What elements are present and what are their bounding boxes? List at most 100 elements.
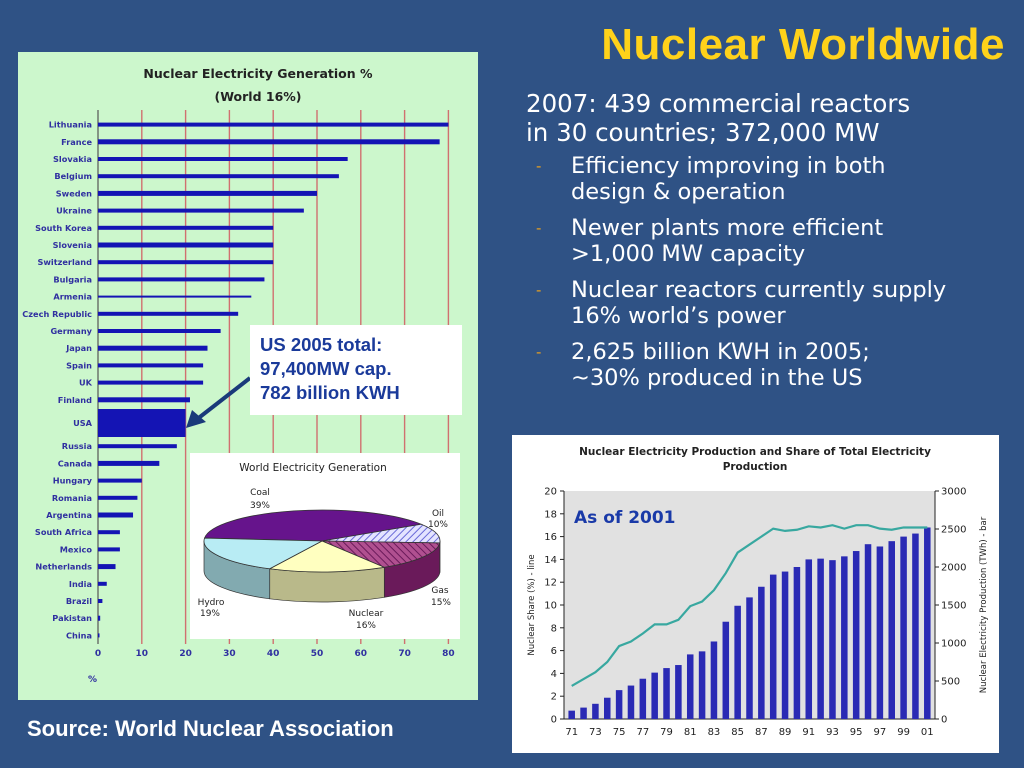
chart1-bar bbox=[98, 599, 103, 603]
chart1-tick-label: 70 bbox=[398, 649, 411, 659]
chart2-bar bbox=[580, 707, 587, 719]
chart1-category-label: South Africa bbox=[35, 527, 92, 537]
dash-marker: - bbox=[536, 343, 542, 361]
chart2-x-tick-label: 73 bbox=[589, 727, 602, 738]
chart2-right-tick-label: 2500 bbox=[941, 525, 966, 536]
chart1-category-label: China bbox=[66, 630, 92, 640]
chart1-tick-label: 60 bbox=[355, 649, 368, 659]
chart2-x-tick-label: 81 bbox=[684, 727, 697, 738]
chart1-tick-label: 0 bbox=[95, 649, 101, 659]
chart2-bar bbox=[912, 533, 919, 719]
callout-arrow bbox=[186, 376, 252, 428]
chart1-bar bbox=[98, 208, 304, 213]
chart1-category-label: Argentina bbox=[46, 510, 92, 520]
main-bullet-line-2: in 30 countries; 372,000 MW bbox=[526, 118, 880, 147]
chart1-bar bbox=[98, 460, 160, 466]
sub-bullet-line: Nuclear reactors currently supply bbox=[571, 277, 947, 303]
chart1-category-label: Romania bbox=[52, 493, 92, 503]
pie-3d-sides bbox=[203, 540, 441, 603]
pie-pct-nuclear: 16% bbox=[356, 621, 376, 631]
chart1-category-label: Russia bbox=[62, 441, 92, 451]
chart2-right-tick-labels: 0 500 1000 1500 2000 2500 3000 bbox=[941, 487, 966, 726]
callout-line-1: US 2005 total: bbox=[260, 334, 383, 355]
pie-label-oil: Oil bbox=[432, 509, 444, 519]
chart1-bar bbox=[98, 225, 274, 230]
chart2-left-tick-label: 20 bbox=[544, 487, 557, 498]
chart2-right-tick-label: 1000 bbox=[941, 639, 966, 650]
chart2-left-tick-label: 14 bbox=[544, 555, 557, 566]
chart2-bar bbox=[805, 559, 813, 719]
chart1-category-label: Ukraine bbox=[56, 206, 92, 216]
slide-title: Nuclear Worldwide bbox=[601, 20, 1005, 69]
chart1-bar bbox=[98, 190, 317, 196]
chart2-bar bbox=[734, 605, 741, 719]
chart1-bar bbox=[98, 478, 142, 483]
chart2-bar bbox=[746, 597, 753, 719]
chart2-left-axis-label: Nuclear Share (%) - line bbox=[527, 554, 537, 655]
chart1-category-label: France bbox=[61, 137, 92, 147]
chart1-bar bbox=[98, 444, 177, 449]
chart2-x-tick-labels: 71 73 75 77 79 81 83 85 87 89 91 93 95 97 99 01 bbox=[565, 727, 933, 738]
world-electricity-pie-chart: World Electricity Generation Coal 39% Oi… bbox=[190, 453, 460, 639]
chart2-x-tick-label: 01 bbox=[921, 727, 934, 738]
pie-pct-hydro: 19% bbox=[200, 609, 220, 619]
pie-labels: Coal 39% Oil 10% Gas 15% Nuclear 16% Hyd… bbox=[198, 488, 452, 631]
chart1-category-label: Sweden bbox=[56, 188, 92, 198]
chart2-x-tick-label: 79 bbox=[660, 727, 673, 738]
dash-marker: - bbox=[536, 219, 542, 237]
chart2-bar bbox=[758, 586, 765, 719]
chart2-bar bbox=[568, 710, 575, 719]
callout-line-3: 782 billion KWH bbox=[260, 382, 400, 403]
arrow-shaft bbox=[194, 376, 252, 422]
chart1-bar bbox=[98, 547, 120, 552]
chart1-bar bbox=[98, 260, 274, 265]
chart2-x-tick-label: 97 bbox=[874, 727, 887, 738]
sub-bullet-kwh: - 2,625 billion KWH in 2005; ~30% produc… bbox=[526, 339, 1016, 391]
chart2-x-tick-label: 99 bbox=[897, 727, 910, 738]
chart2-bar bbox=[900, 536, 907, 719]
chart1-bar bbox=[98, 157, 348, 161]
chart2-bar bbox=[793, 567, 801, 719]
chart2-right-tick-label: 3000 bbox=[941, 487, 966, 498]
chart2-title-line-1: Nuclear Electricity Production and Share… bbox=[579, 446, 931, 458]
chart1-bar bbox=[98, 530, 120, 535]
chart1-bar bbox=[98, 380, 204, 385]
chart1-category-label: Czech Republic bbox=[22, 309, 92, 319]
source-note: Source: World Nuclear Association bbox=[27, 716, 394, 741]
pie-slice-nuclear bbox=[268, 540, 386, 573]
chart2-left-tick-label: 8 bbox=[551, 623, 557, 634]
pie-pct-coal: 39% bbox=[250, 501, 270, 511]
chart2-x-tick-label: 71 bbox=[565, 727, 578, 738]
main-bullet-line-1: 2007: 439 commercial reactors bbox=[526, 89, 911, 118]
chart2-x-tick-label: 93 bbox=[826, 727, 839, 738]
chart1-tick-label: 20 bbox=[179, 649, 192, 659]
chart2-left-tick-label: 2 bbox=[551, 692, 557, 703]
chart1-category-label: Brazil bbox=[66, 596, 92, 606]
chart2-bar bbox=[852, 551, 860, 719]
chart2-x-tick-label: 85 bbox=[731, 727, 744, 738]
bullet-list: 2007: 439 commercial reactors in 30 coun… bbox=[526, 89, 1016, 401]
chart2-bar bbox=[888, 541, 895, 719]
chart2-left-tick-label: 16 bbox=[544, 532, 557, 543]
sub-bullet-line: design & operation bbox=[571, 179, 786, 205]
chart1-bar bbox=[98, 495, 138, 500]
chart1-bar bbox=[98, 277, 265, 282]
sub-bullet-line: Newer plants more efficient bbox=[571, 215, 884, 241]
chart1-tick-label: 40 bbox=[267, 649, 280, 659]
sub-bullet-efficiency: - Efficiency improving in both design & … bbox=[526, 153, 1016, 205]
chart2-bar bbox=[592, 703, 599, 719]
chart1-bar bbox=[98, 242, 274, 248]
chart1-category-label: Canada bbox=[58, 458, 92, 468]
chart1-category-label: Mexico bbox=[60, 544, 93, 554]
chart2-bar bbox=[615, 690, 623, 719]
chart1-category-label: Slovakia bbox=[53, 154, 92, 164]
sub-bullet-list: - Efficiency improving in both design & … bbox=[526, 153, 1016, 391]
chart2-left-tick-labels: 0 2 4 6 8 10 12 14 16 18 20 bbox=[544, 487, 557, 726]
chart1-tick-label: 50 bbox=[311, 649, 324, 659]
chart2-bar bbox=[639, 678, 647, 719]
chart1-category-label: Hungary bbox=[53, 476, 93, 486]
chart1-tick-label: 30 bbox=[223, 649, 236, 659]
chart1-tick-labels: 0 10 20 30 40 50 60 70 80 bbox=[95, 649, 455, 659]
chart2-left-tick-label: 0 bbox=[551, 715, 557, 726]
chart2-left-tick-label: 10 bbox=[544, 601, 557, 612]
